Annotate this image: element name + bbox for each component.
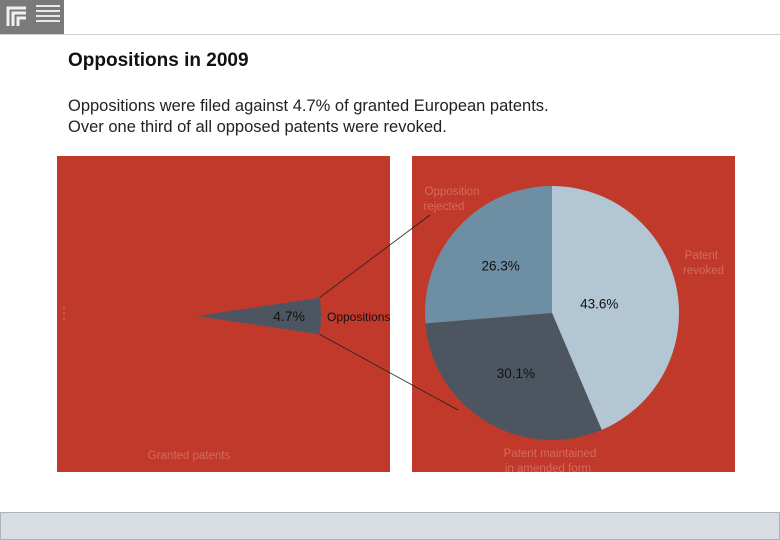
epo-logo-icon (6, 6, 26, 26)
category-label-patent-maintained-line-1: Patent maintained (504, 448, 597, 460)
category-label-patent-revoked-line-1: Patent (685, 250, 719, 262)
value-label-patent-revoked: 43.6% (580, 296, 618, 311)
value-label-patent-maintained-in-amended-form: 30.1% (497, 366, 535, 381)
logo-text-lines (36, 5, 60, 25)
category-label-opposition-rejected-line-1: Opposition (425, 186, 480, 198)
category-label-patent-revoked-line-2: revoked (683, 265, 724, 277)
category-label-patent-maintained-line-2: in amended form (505, 463, 591, 475)
category-label-opposition-rejected-line-2: rejected (424, 201, 465, 213)
pie-slice-patent-revoked (552, 186, 680, 430)
value-label-oppositions: 4.7% (273, 308, 305, 324)
header-divider (0, 34, 780, 35)
epo-logo (0, 0, 64, 34)
connector-line-top (319, 214, 431, 298)
category-label-oppositions: Oppositions (327, 310, 390, 324)
pie-slice-opposition-rejected (425, 185, 552, 324)
pie-slice-patent-maintained-in-amended-form (425, 313, 602, 440)
subtitle-line-2: Over one third of all opposed patents we… (68, 118, 447, 136)
page-title: Oppositions in 2009 (68, 50, 249, 71)
subtitle-line-1: Oppositions were filed against 4.7% of g… (68, 97, 549, 115)
value-label-opposition-rejected: 26.3% (481, 259, 519, 274)
page-subtitle: Oppositions were filed against 4.7% of g… (68, 96, 549, 138)
pie-slice-oppositions (196, 297, 322, 335)
footer-bar (0, 512, 780, 540)
connector-line-bottom (319, 334, 459, 411)
category-label-granted-patents: Granted patents (148, 450, 231, 462)
pie-slice-granted-patents (71, 191, 320, 441)
